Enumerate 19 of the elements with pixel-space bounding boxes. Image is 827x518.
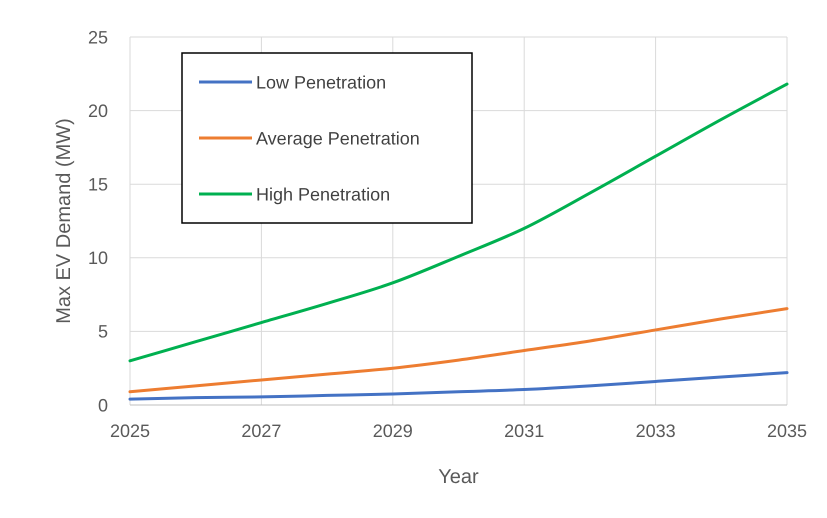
y-tick-label: 15 (88, 174, 108, 194)
x-tick-label: 2029 (372, 421, 413, 441)
legend-label: Low Penetration (256, 72, 386, 92)
y-tick-label: 0 (98, 395, 108, 416)
y-tick-label: 20 (88, 100, 108, 121)
x-axis-title: Year (438, 466, 480, 488)
line-series (128, 307, 788, 394)
y-tick-label: 5 (98, 322, 108, 342)
x-tick-label: 2033 (636, 421, 676, 441)
x-tick-label: 2027 (241, 421, 282, 441)
legend-label: High Penetration (256, 184, 390, 204)
line-series (128, 371, 788, 401)
x-tick-label: 2025 (110, 421, 150, 441)
x-tick-label: 2035 (766, 421, 808, 441)
x-tick-label: 2031 (504, 421, 544, 441)
y-axis-title: Max EV Demand (MW) (53, 118, 75, 324)
legend-label: Average Penetration (256, 128, 420, 148)
y-tick-label: 10 (88, 248, 108, 268)
y-tick-label: 25 (88, 27, 108, 48)
